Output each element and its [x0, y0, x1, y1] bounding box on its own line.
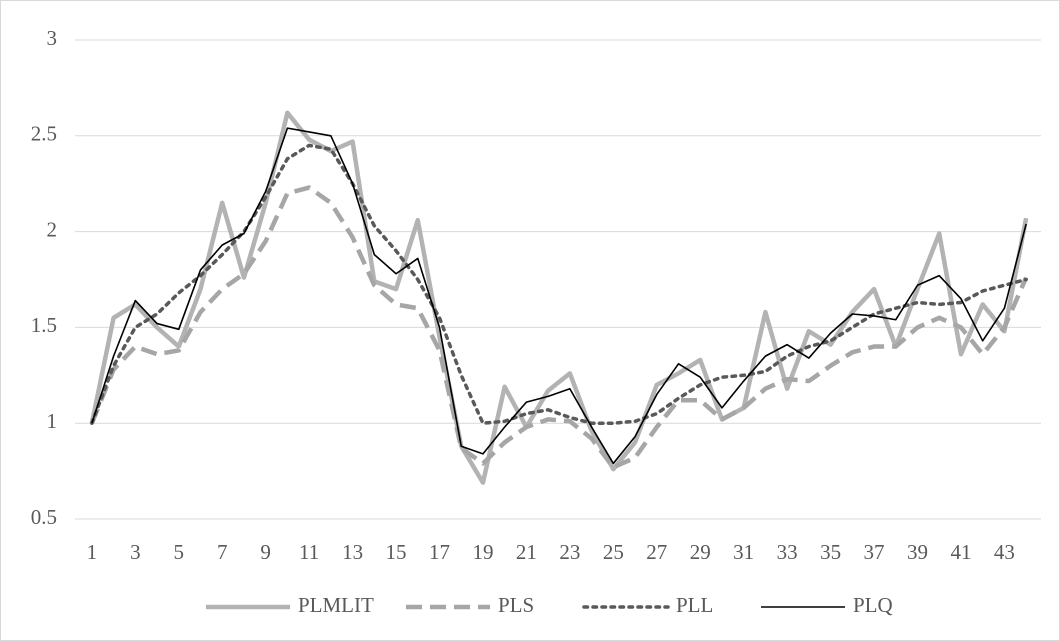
y-tick-label: 3	[47, 26, 58, 50]
x-tick-label: 43	[994, 540, 1015, 564]
x-tick-label: 27	[646, 540, 667, 564]
x-tick-label: 9	[260, 540, 271, 564]
x-tick-label: 11	[299, 540, 319, 564]
legend-label: PLMLIT	[298, 593, 374, 617]
x-tick-label: 15	[386, 540, 407, 564]
x-tick-label: 5	[174, 540, 185, 564]
series-line	[91, 127, 1027, 465]
x-tick-label: 39	[907, 540, 928, 564]
legend-label: PLL	[676, 593, 713, 617]
legend-label: PLQ	[853, 593, 893, 617]
series-line	[89, 185, 1029, 470]
x-tick-label: 41	[950, 540, 971, 564]
x-tick-label: 29	[690, 540, 711, 564]
x-tick-label: 17	[429, 540, 450, 564]
x-tick-label: 25	[603, 540, 624, 564]
x-tick-label: 35	[820, 540, 841, 564]
x-tick-label: 21	[516, 540, 537, 564]
x-tick-label: 1	[87, 540, 98, 564]
y-tick-label: 2	[47, 217, 58, 241]
y-tick-label: 1	[47, 409, 58, 433]
y-tick-label: 2.5	[31, 122, 57, 146]
x-tick-label: 19	[472, 540, 493, 564]
y-tick-label: 1.5	[31, 313, 57, 337]
series-line	[89, 110, 1029, 485]
x-tick-label: 37	[864, 540, 885, 564]
x-tick-label: 3	[130, 540, 141, 564]
legend-label: PLS	[498, 593, 534, 617]
y-tick-label: 0.5	[31, 505, 57, 529]
x-tick-label: 23	[559, 540, 580, 564]
x-tick-label: 13	[342, 540, 363, 564]
x-tick-label: 31	[733, 540, 754, 564]
x-tick-label: 33	[777, 540, 798, 564]
x-tick-label: 7	[217, 540, 228, 564]
